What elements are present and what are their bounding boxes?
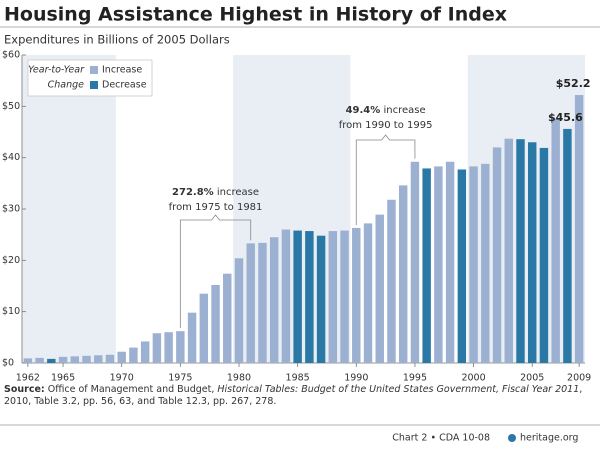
annotation: from 1975 to 1981 [169,202,263,213]
bar [258,242,267,363]
bar [551,118,560,363]
bar [199,293,209,363]
bar [269,237,279,363]
chart-title: Housing Assistance Highest in History of… [4,4,507,26]
bar [352,227,361,363]
x-tick-label: 1990 [344,373,368,384]
plot-band [22,55,116,363]
value-label: $52.2 [556,77,591,90]
bar [293,230,302,363]
bar [457,169,467,363]
value-label: $45.6 [548,111,583,124]
y-tick-label: $40 [2,152,20,163]
bar [481,163,490,363]
bar [363,223,373,363]
legend: Year-to-Year Change Increase Decrease [27,59,153,97]
bar [410,161,420,363]
footer-chart: Chart 2 • CDA 10-08 [392,433,490,444]
bar [70,356,80,363]
legend-label: Increase [102,65,142,76]
bar [281,229,291,363]
x-tick-label: 1995 [403,373,427,384]
bar [117,351,126,363]
x-tick-label: 2009 [567,373,591,384]
bar [140,341,150,363]
annotation: 49.4% increase [346,105,426,116]
bar [187,312,197,363]
y-tick-label: $60 [2,50,20,61]
annotation-highlight: 49.4% [346,105,381,116]
x-tick-label: 1962 [16,373,40,384]
y-tick-label: $50 [2,101,20,112]
bar [94,355,103,363]
legend-title: Change [48,80,85,91]
bar [574,95,584,363]
bar [445,161,455,363]
bracket [355,134,416,225]
annotation-highlight: 272.8% [172,187,214,198]
bar [563,128,572,363]
bar [105,354,115,363]
source-text: , 2010, Table 3.2, pp. 56, 63, and Table… [4,384,583,407]
legend-swatch [90,66,98,74]
y-tick-label: $10 [2,306,20,317]
bar [434,166,443,363]
bar [469,166,478,363]
bar [129,347,138,363]
bar [58,356,68,363]
bar [328,231,338,363]
bar [47,358,56,363]
source-label: Source: [4,384,45,395]
bar [422,168,431,363]
annotation-text: increase [383,105,425,116]
bar [516,139,525,363]
legend-label: Decrease [102,80,147,91]
x-tick-label: 1970 [110,373,134,384]
bar [316,235,326,363]
x-tick-label: 2000 [461,373,485,384]
bar [398,185,408,363]
bar [35,357,44,363]
x-tick-label: 1980 [227,373,251,384]
bar [223,273,232,363]
legend-title: Year-to-Year [28,65,85,76]
bar [527,142,537,363]
source-italic: Historical Tables: Budget of the United … [217,384,580,395]
annotation: from 1990 to 1995 [339,120,433,131]
annotation-text: increase [217,187,259,198]
source-note: Source: Office of Management and Budget,… [4,384,594,408]
bar [492,147,502,363]
x-tick-label: 1985 [286,373,310,384]
x-tick-label: 1965 [51,373,75,384]
bar [504,138,513,363]
y-tick-label: $20 [2,255,20,266]
footer-site: heritage.org [520,433,578,444]
x-tick-label: 2005 [520,373,544,384]
bar [305,231,314,363]
y-tick-label: $30 [2,204,20,215]
bar [23,358,33,363]
source-text: Office of Management and Budget, [47,384,215,395]
bar [375,214,384,363]
footer-icon [508,434,516,442]
bar [340,230,349,363]
bar [387,199,396,363]
bar [539,147,549,363]
bracket [179,214,252,329]
x-tick-label: 1975 [168,373,192,384]
legend-swatch [90,81,98,89]
bar [176,331,185,363]
bar [82,355,91,363]
bar [234,258,244,363]
bar [164,332,173,363]
bar [211,284,220,363]
bar [246,243,255,363]
y-tick-label: $0 [2,358,14,369]
bar [152,333,162,363]
annotation: 272.8% increase [172,187,259,198]
chart-subtitle: Expenditures in Billions of 2005 Dollars [4,33,230,47]
